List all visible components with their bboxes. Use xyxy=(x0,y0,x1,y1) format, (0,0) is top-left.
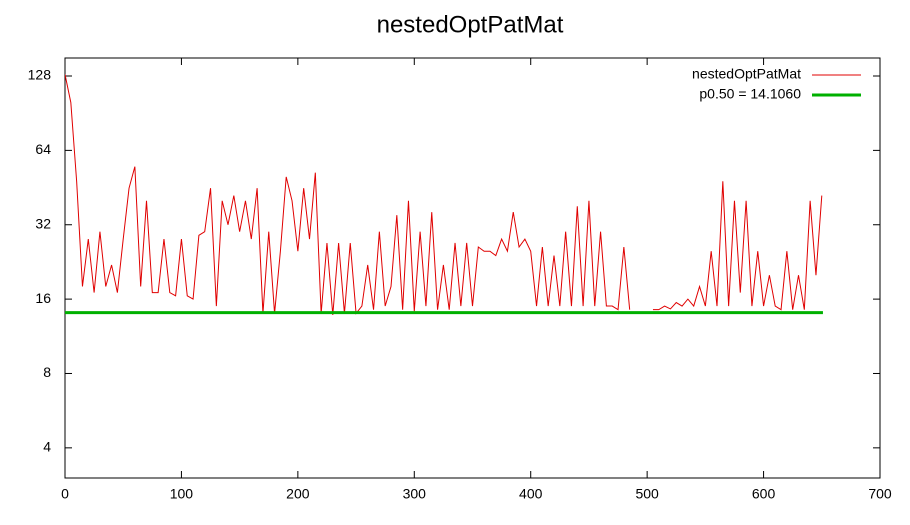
y-tick-label: 8 xyxy=(43,364,51,380)
x-tick-label: 400 xyxy=(519,486,543,502)
x-tick-label: 0 xyxy=(61,486,69,502)
x-tick-label: 200 xyxy=(286,486,310,502)
y-tick-label: 128 xyxy=(28,67,52,83)
x-tick-label: 100 xyxy=(170,486,194,502)
legend-label: p0.50 = 14.1060 xyxy=(699,86,801,102)
x-tick-label: 600 xyxy=(752,486,776,502)
chart-title: nestedOptPatMat xyxy=(377,11,564,38)
x-tick-label: 700 xyxy=(868,486,892,502)
x-tick-label: 300 xyxy=(403,486,427,502)
legend-label: nestedOptPatMat xyxy=(692,66,801,82)
x-tick-label: 500 xyxy=(635,486,659,502)
y-tick-label: 16 xyxy=(35,290,51,306)
y-tick-label: 64 xyxy=(35,141,51,157)
series-line xyxy=(65,74,823,316)
y-tick-label: 32 xyxy=(35,215,51,231)
plot-frame xyxy=(64,57,881,479)
y-tick-label: 4 xyxy=(43,439,51,455)
